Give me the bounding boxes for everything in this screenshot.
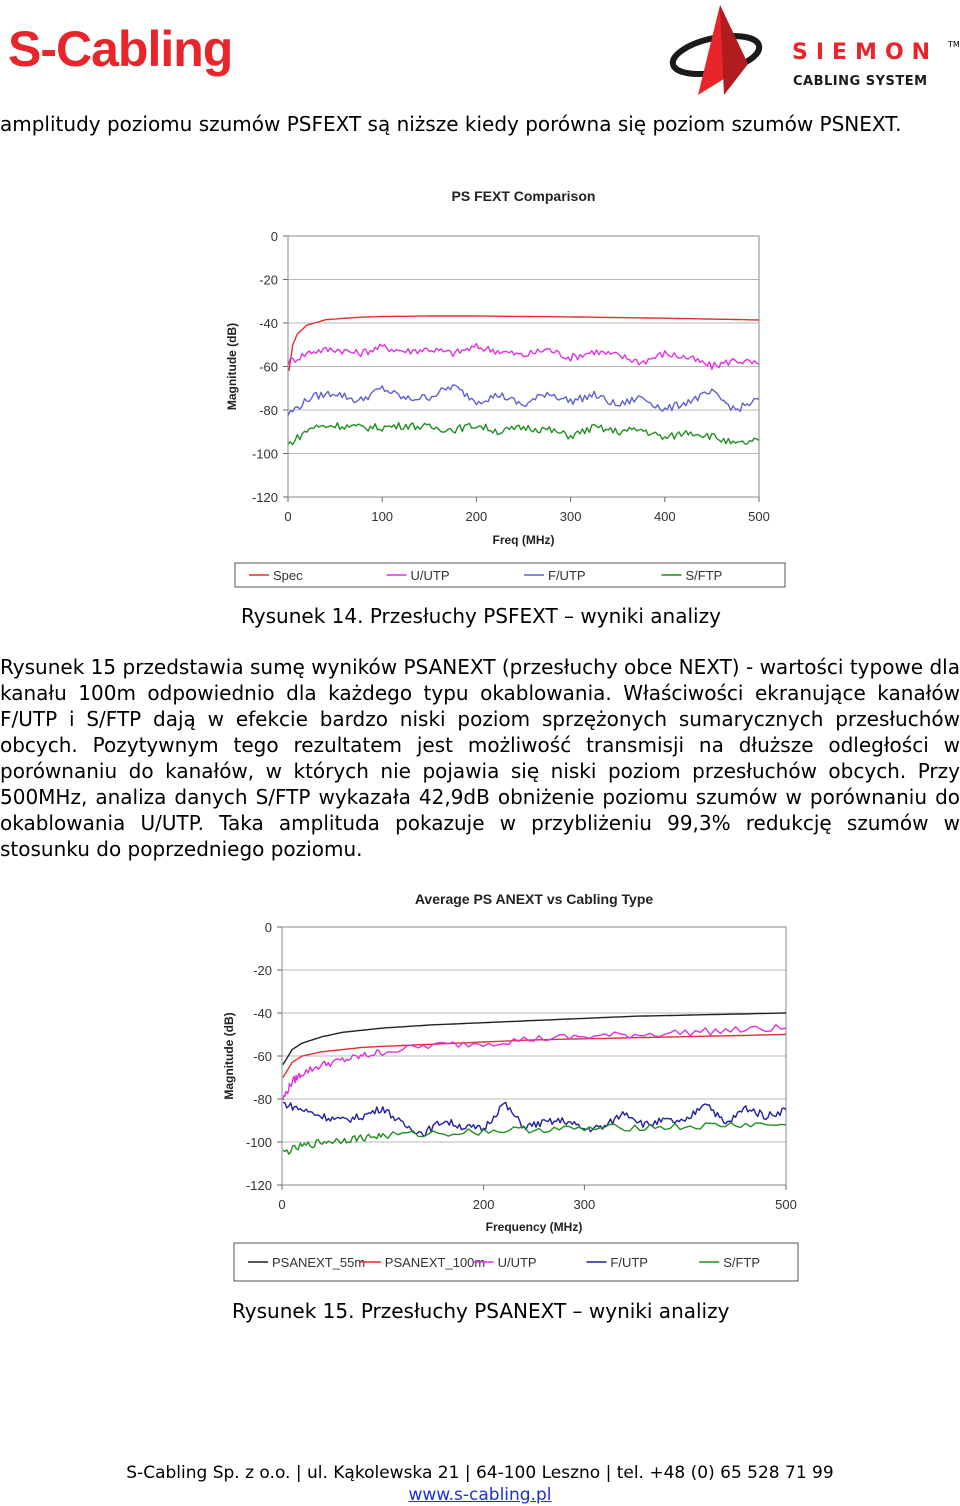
x-tick-label: 300 [560,509,582,524]
siemon-subtitle: CABLING SYSTEM [793,74,928,89]
y-tick-label: -80 [259,403,278,418]
y-tick-label: 0 [271,229,278,244]
y-tick-label: -80 [253,1092,272,1107]
figure-15-caption: Rysunek 15. Przesłuchy PSANEXT – wyniki … [232,1299,730,1323]
chart-title: Average PS ANEXT vs Cabling Type [415,891,654,907]
plot-area [281,926,787,1186]
y-tick-label: -40 [253,1006,272,1021]
series-line-f-utp [287,384,760,416]
series-line-s-ftp [282,1121,787,1155]
legend-entry: PSANEXT_55m [272,1255,365,1270]
plot-area [287,235,760,498]
x-tick-label: 500 [748,509,770,524]
x-tick-label: 100 [371,509,393,524]
psfext-comparison-chart: PS FEXT Comparison 0 -20 -40 -60 -80 -100 -120 0… [225,188,786,588]
y-tick-label: -60 [259,360,278,375]
y-axis-label: Magnitude (dB) [222,1012,236,1099]
chart-title: PS FEXT Comparison [452,188,596,204]
legend-entry: F/UTP [610,1255,648,1270]
x-axis-label: Freq (MHz) [493,533,555,547]
y-tick-label: -120 [252,490,278,505]
x-tick-label: 500 [775,1197,797,1212]
y-tick-label: -100 [252,447,278,462]
legend-entry: S/FTP [686,568,723,583]
trademark-mark: TM [948,40,960,49]
y-axis-label: Magnitude (dB) [225,323,239,410]
legend-entry: S/FTP [723,1255,760,1270]
body-paragraph: Rysunek 15 przedstawia sumę wyników PSAN… [0,655,960,861]
psanext-comparison-chart: Average PS ANEXT vs Cabling Type 0 -20 -40 -… [222,891,799,1282]
x-tick-label: 0 [278,1197,285,1212]
x-tick-label: 300 [574,1197,596,1212]
y-tick-label: -60 [253,1049,272,1064]
legend-entry: PSANEXT_100m [385,1255,485,1270]
legend-box [234,562,786,588]
y-tick-label: -40 [259,316,278,331]
y-tick-label: -100 [246,1135,272,1150]
intro-paragraph: amplitudy poziomu szumów PSFEXT są niższ… [0,112,902,136]
legend-entry: U/UTP [411,568,450,583]
y-tick-label: -20 [259,273,278,288]
legend-entry: U/UTP [498,1255,537,1270]
s-cabling-logo: S-Cabling [8,21,233,77]
series-line-f-utp [282,1101,787,1137]
legend-entry: F/UTP [548,568,586,583]
series-line-psanext-55m [282,1012,787,1065]
x-tick-label: 200 [466,509,488,524]
series-line-s-ftp [287,421,760,446]
siemon-brand-text: SIEMON [792,40,939,65]
x-axis-label: Frequency (MHz) [486,1220,583,1234]
x-tick-label: 400 [654,509,676,524]
x-tick-label: 200 [473,1197,495,1212]
y-tick-label: -20 [253,963,272,978]
series-line-u-utp [287,342,760,371]
y-tick-label: 0 [265,920,272,935]
series-line-spec [288,315,760,372]
siemon-logo-mark [669,5,763,95]
footer-address: S-Cabling Sp. z o.o. | ul. Kąkolewska 21… [126,1463,834,1483]
figure-14-caption: Rysunek 14. Przesłuchy PSFEXT – wyniki a… [241,604,721,628]
series-line-u-utp [282,1024,787,1101]
x-tick-label: 0 [284,509,291,524]
footer-website-link[interactable]: www.s-cabling.pl [408,1485,552,1505]
legend-entry: Spec [273,568,303,583]
y-tick-label: -120 [246,1178,272,1193]
